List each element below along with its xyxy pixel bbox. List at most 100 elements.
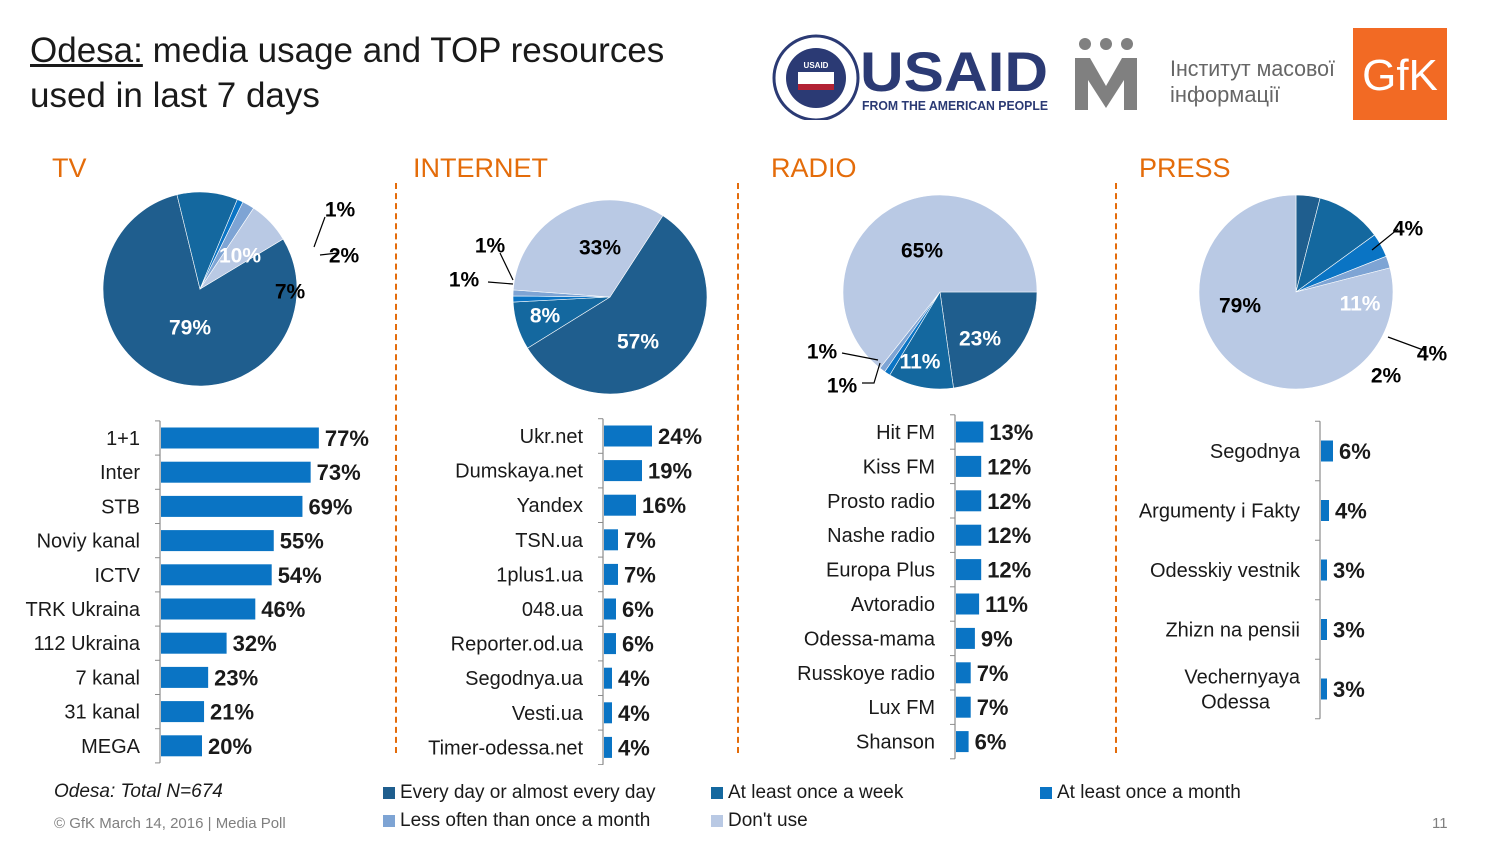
legend-label: Don't use bbox=[728, 810, 808, 831]
title-rest: media usage and TOP resources bbox=[142, 31, 665, 70]
legend-swatch bbox=[383, 815, 395, 827]
bar-value-label: 4% bbox=[618, 735, 650, 760]
bar bbox=[1321, 678, 1327, 700]
bar-value-label: 12% bbox=[987, 454, 1031, 479]
section-title-internet: INTERNET bbox=[413, 153, 548, 183]
bar-category-label: 31 kanal bbox=[64, 702, 140, 724]
bar-value-label: 6% bbox=[1339, 439, 1371, 464]
bar bbox=[956, 662, 971, 684]
pie-slice bbox=[842, 194, 1038, 369]
bar-category-label: Europa Plus bbox=[826, 560, 935, 582]
bar-value-label: 23% bbox=[214, 665, 258, 690]
pie-slice-label: 11% bbox=[1340, 293, 1381, 316]
bar-value-label: 13% bbox=[989, 420, 1033, 445]
bar-category-label: Vesti.ua bbox=[512, 703, 584, 725]
imi-logo: Інститут масової інформації bbox=[1075, 38, 1335, 110]
bar-category-label: Hit FM bbox=[876, 422, 935, 444]
pie-slice-label: 1% bbox=[807, 341, 838, 364]
bar-value-label: 20% bbox=[208, 734, 252, 759]
legend-swatch bbox=[711, 787, 723, 799]
bar-category-label: Argumenty i Fakty bbox=[1139, 501, 1300, 523]
bar bbox=[956, 593, 980, 615]
pie-slice-label: 1% bbox=[449, 269, 480, 292]
bar-value-label: 16% bbox=[642, 493, 686, 518]
bar-category-label: Inter bbox=[100, 462, 140, 484]
bar-value-label: 4% bbox=[1335, 499, 1367, 524]
pie-slice-label: 7% bbox=[275, 281, 306, 304]
legend-item: Less often than once a month bbox=[383, 810, 650, 832]
bar-value-label: 4% bbox=[618, 666, 650, 691]
pie-leader-line bbox=[313, 216, 326, 248]
bar-value-label: 24% bbox=[658, 424, 702, 449]
bar-value-label: 55% bbox=[280, 529, 324, 554]
legend-swatch bbox=[1040, 787, 1052, 799]
pie-slice-label: 57% bbox=[617, 331, 659, 354]
bar bbox=[604, 563, 618, 585]
bar-value-label: 54% bbox=[278, 563, 322, 588]
pie-leader-line bbox=[862, 362, 881, 384]
bar-category-label: Segodnya.ua bbox=[465, 668, 584, 690]
bar-category-label: Vechernyaya Odessa bbox=[1184, 667, 1301, 714]
gfk-wordmark: GfK bbox=[1362, 51, 1438, 100]
bar-category-label: Odesskiy vestnik bbox=[1150, 560, 1301, 582]
pie-slice-label: 10% bbox=[219, 245, 261, 268]
bar-category-label: Kiss FM bbox=[863, 456, 935, 478]
pie-slice bbox=[199, 207, 284, 290]
section-divider bbox=[1115, 183, 1117, 753]
pie-slice-label: 1% bbox=[475, 235, 506, 258]
pie-slice-label: 1% bbox=[325, 199, 356, 222]
partner-logos: USAID USAID FROM THE AMERICAN PEOPLE Інс… bbox=[772, 28, 1447, 120]
bar-category-label: MEGA bbox=[81, 736, 141, 758]
pie-leader-line bbox=[487, 281, 514, 285]
pie-leader-line bbox=[319, 252, 339, 256]
pie-chart-press: 4% 11% 4% 2% 79% bbox=[1198, 194, 1448, 390]
bar-category-label: 1plus1.ua bbox=[496, 564, 584, 586]
bar bbox=[956, 490, 982, 512]
page-title: Odesa: media usage and TOP resources use… bbox=[30, 28, 664, 118]
bar-value-label: 73% bbox=[317, 460, 361, 485]
section-title-tv: TV bbox=[52, 153, 87, 183]
bar bbox=[956, 627, 975, 649]
bar bbox=[604, 667, 612, 689]
legend-label: At least once a week bbox=[728, 782, 904, 803]
pie-slice bbox=[889, 291, 954, 390]
bar bbox=[161, 598, 256, 620]
bar-value-label: 7% bbox=[977, 695, 1009, 720]
bar-value-label: 4% bbox=[618, 701, 650, 726]
bar-category-label: 1+1 bbox=[106, 428, 140, 450]
gfk-logo: GfK bbox=[1353, 28, 1447, 120]
pie-leader-line bbox=[841, 352, 879, 361]
bar-value-label: 7% bbox=[624, 562, 656, 587]
pie-slice-label: 4% bbox=[1393, 218, 1424, 241]
bar-category-label: Timer-odessa.net bbox=[428, 737, 583, 759]
pie-slice bbox=[512, 199, 664, 298]
legend-item: At least once a week bbox=[711, 782, 903, 804]
pie-slice-label: 2% bbox=[329, 245, 360, 268]
bar bbox=[604, 425, 652, 447]
bar-category-label: 7 kanal bbox=[76, 667, 141, 689]
bar-category-label: Odessa-mama bbox=[804, 628, 936, 650]
bar bbox=[604, 460, 642, 482]
bar bbox=[956, 696, 971, 718]
bar bbox=[1321, 440, 1333, 462]
usaid-wordmark: USAID bbox=[860, 40, 1048, 103]
bar-value-label: 3% bbox=[1333, 677, 1365, 702]
bar bbox=[604, 702, 612, 724]
bar bbox=[1321, 619, 1327, 640]
bar-value-label: 9% bbox=[981, 626, 1013, 651]
bar bbox=[604, 598, 616, 620]
pie-leader-line bbox=[499, 252, 514, 281]
bar-category-label: Avtoradio bbox=[851, 594, 935, 616]
pie-slice-label: 33% bbox=[579, 237, 621, 260]
pie-leader-line bbox=[1387, 336, 1427, 352]
bar-category-label: Dumskaya.net bbox=[455, 461, 583, 483]
imi-name-line2: інформації bbox=[1170, 82, 1280, 107]
section-title-press: PRESS bbox=[1139, 153, 1231, 183]
bar bbox=[604, 633, 616, 655]
title-city: Odesa: bbox=[30, 31, 143, 70]
bar-value-label: 6% bbox=[975, 730, 1007, 755]
pie-chart-tv: 79% 10% 1% 2% 7% bbox=[102, 191, 360, 387]
pie-slice-label: 4% bbox=[1417, 343, 1448, 366]
bar bbox=[161, 495, 303, 517]
bar-category-label: Prosto radio bbox=[827, 491, 935, 513]
